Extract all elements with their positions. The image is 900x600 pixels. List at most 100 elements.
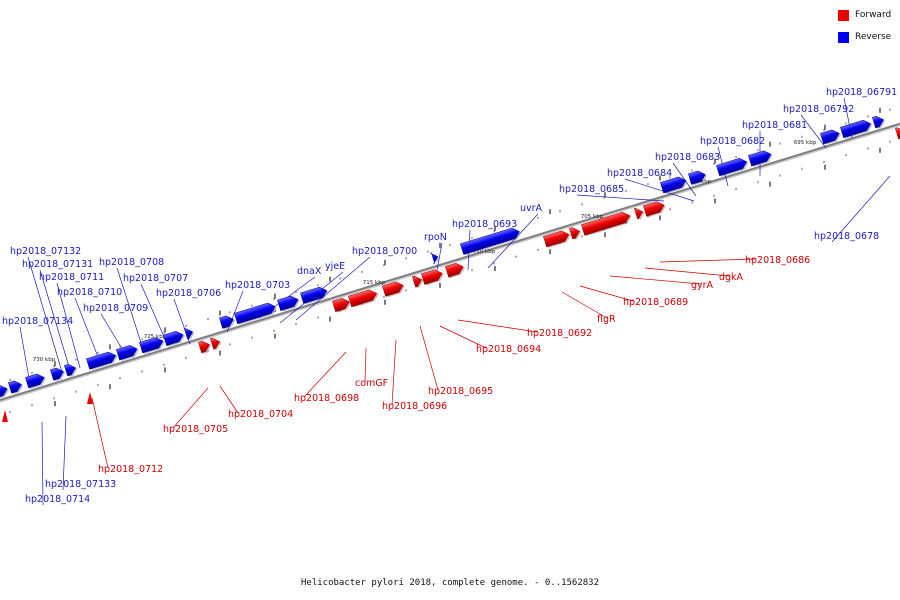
leader-line bbox=[74, 297, 101, 363]
leader-line bbox=[576, 194, 665, 202]
reverse-swatch bbox=[838, 31, 849, 43]
forward-gene-label: hp2018_0692 bbox=[527, 328, 592, 339]
legend: Forward Reverse bbox=[838, 8, 898, 52]
reverse-gene-arrow bbox=[234, 302, 278, 325]
reverse-gene-arrow bbox=[460, 227, 522, 256]
leader-line bbox=[487, 213, 539, 269]
reverse-gene-label: hp2018_0685 bbox=[559, 184, 624, 195]
forward-gene-label: hp2018_0704 bbox=[228, 409, 293, 420]
forward-gene-label: flgR bbox=[597, 314, 616, 325]
reverse-gene-arrow bbox=[25, 373, 47, 389]
scale-label: 705 kbp bbox=[581, 214, 604, 220]
reverse-gene-label: hp2018_07131 bbox=[22, 259, 93, 270]
backbone-line bbox=[0, 122, 900, 401]
forward-gene-label: hp2018_0686 bbox=[745, 255, 810, 266]
reverse-gene-label: hp2018_0711 bbox=[39, 272, 104, 283]
leader-line bbox=[219, 385, 239, 414]
gene-arrows bbox=[0, 115, 900, 422]
forward-gene-arrow bbox=[634, 207, 645, 220]
reverse-gene-arrow bbox=[50, 367, 66, 382]
leader-line bbox=[295, 256, 371, 321]
leader-line bbox=[39, 269, 71, 371]
reverse-gene-label: dnaX bbox=[297, 266, 322, 277]
leader-line bbox=[457, 319, 538, 333]
forward-gene-arrow bbox=[412, 275, 424, 289]
reverse-gene-arrow bbox=[429, 252, 440, 265]
leader-line bbox=[644, 267, 730, 277]
forward-gene-label: hp2018_0712 bbox=[98, 464, 163, 475]
reverse-gene-arrow bbox=[688, 170, 708, 186]
reverse-gene-label: hp2018_07134 bbox=[2, 316, 73, 327]
reverse-gene-label: hp2018_0700 bbox=[352, 246, 417, 257]
leader-line bbox=[624, 178, 695, 202]
reverse-gene-label: hp2018_06792 bbox=[783, 104, 854, 115]
reverse-gene-label: yjeE bbox=[325, 261, 345, 272]
leader-line bbox=[19, 326, 31, 385]
leader-line bbox=[609, 275, 702, 285]
reverse-gene-label: hp2018_06791 bbox=[826, 87, 897, 98]
leader-line bbox=[62, 415, 67, 491]
leader-line bbox=[100, 313, 125, 353]
reverse-gene-arrow bbox=[0, 385, 10, 401]
forward-gene-label: dgkA bbox=[719, 272, 744, 283]
gene-labels: hp2018_06791 hp2018_06792 hp2018_0681 hp201… bbox=[2, 87, 897, 505]
scale-label: 715 kbp bbox=[363, 280, 386, 286]
legend-item-reverse: Reverse bbox=[838, 30, 898, 44]
reverse-gene-label: hp2018_0709 bbox=[83, 303, 148, 314]
forward-gene-label: hp2018_0696 bbox=[382, 401, 447, 412]
leader-line bbox=[439, 325, 487, 349]
leader-line bbox=[435, 242, 443, 277]
reverse-gene-label: hp2018_0693 bbox=[452, 219, 517, 230]
leader-line bbox=[561, 291, 608, 319]
reverse-gene-label: hp2018_0681 bbox=[742, 120, 807, 131]
reverse-gene-label: hp2018_0683 bbox=[655, 152, 720, 163]
legend-label-forward: Forward bbox=[855, 10, 892, 20]
reverse-gene-arrow bbox=[300, 286, 329, 305]
scale-label: 695 kbp bbox=[794, 140, 817, 146]
reverse-gene-arrow bbox=[716, 158, 749, 177]
forward-gene-label: hp2018_0695 bbox=[428, 386, 493, 397]
leader-line bbox=[659, 258, 756, 263]
reverse-gene-arrow bbox=[139, 337, 165, 354]
reverse-gene-label: hp2018_0707 bbox=[123, 273, 188, 284]
reverse-gene-label: hp2018_0706 bbox=[156, 288, 221, 299]
leader-line bbox=[419, 325, 439, 391]
forward-gene-arrow bbox=[210, 337, 222, 351]
forward-gene-arrow bbox=[543, 230, 571, 248]
reverse-gene-arrow bbox=[163, 331, 186, 347]
reverse-gene-label: hp2018_07133 bbox=[45, 479, 116, 490]
reverse-gene-arrow bbox=[8, 380, 24, 395]
forward-gene-arrow bbox=[87, 392, 93, 404]
leader-line bbox=[800, 114, 827, 149]
forward-gene-arrow bbox=[332, 298, 352, 313]
forward-gene-arrow bbox=[569, 227, 582, 240]
forward-gene-label: hp2018_0694 bbox=[476, 344, 541, 355]
scale-label: 730 kbp bbox=[33, 357, 56, 363]
forward-gene-arrow bbox=[2, 410, 8, 422]
reverse-gene-arrow bbox=[748, 150, 773, 168]
reverse-gene-label: hp2018_0710 bbox=[57, 287, 122, 298]
reverse-gene-label: hp2018_07132 bbox=[10, 246, 81, 257]
reverse-gene-label: hp2018_0703 bbox=[225, 280, 290, 291]
forward-gene-arrow bbox=[643, 201, 666, 218]
forward-gene-arrow bbox=[581, 211, 632, 237]
reverse-gene-arrow bbox=[64, 364, 78, 377]
leader-line bbox=[172, 387, 209, 429]
reverse-gene-arrow bbox=[820, 129, 842, 145]
leader-line bbox=[303, 351, 347, 398]
genome-backbone bbox=[0, 122, 900, 403]
reverse-gene-label: hp2018_0708 bbox=[99, 257, 164, 268]
forward-gene-label: hp2018_0698 bbox=[294, 393, 359, 404]
forward-gene-label: hp2018_0705 bbox=[163, 424, 228, 435]
reverse-gene-arrow bbox=[660, 176, 688, 195]
forward-gene-label: gyrA bbox=[691, 280, 714, 291]
scale-label: 725 kbp bbox=[144, 334, 167, 340]
forward-swatch bbox=[838, 9, 849, 21]
reverse-gene-arrow bbox=[219, 315, 236, 330]
reverse-gene-label: uvrA bbox=[520, 203, 543, 214]
forward-gene-arrow bbox=[348, 289, 379, 308]
reverse-gene-arrow bbox=[872, 115, 886, 129]
leader-line bbox=[27, 256, 63, 373]
reverse-gene-arrow bbox=[86, 351, 118, 371]
